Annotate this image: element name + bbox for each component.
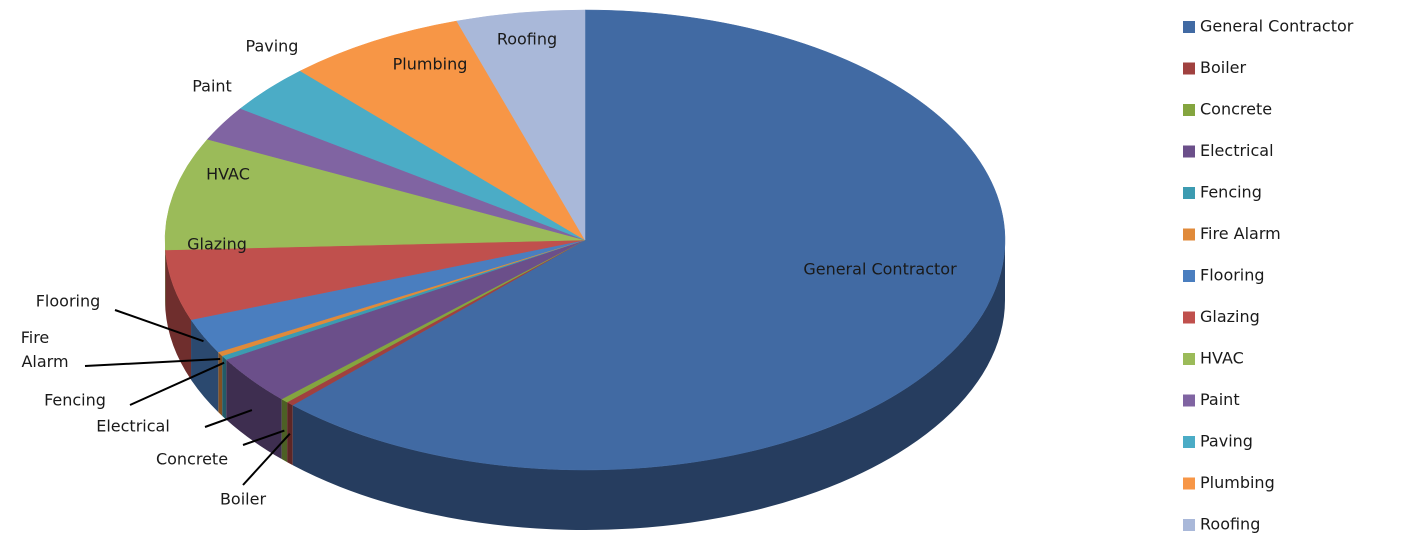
legend-swatch: [1183, 228, 1195, 241]
data-label: Roofing: [497, 30, 557, 49]
pie-slice: [299, 20, 586, 241]
pie-slice: [456, 9, 586, 241]
data-label: Fire Alarm: [21, 328, 69, 371]
leader-line: [204, 409, 253, 428]
data-label: Paint: [192, 77, 232, 96]
legend-swatch: [1183, 519, 1195, 531]
data-label: Flooring: [36, 292, 101, 311]
leader-line: [114, 309, 204, 343]
data-label-line: Alarm: [21, 352, 68, 371]
pie-slice-side: [292, 240, 1005, 530]
legend-label: Electrical: [1200, 141, 1274, 160]
legend-label: Concrete: [1200, 100, 1272, 119]
pie-slice-side: [218, 352, 223, 416]
legend-label: General Contractor: [1200, 17, 1354, 36]
data-label: Concrete: [156, 450, 228, 469]
leader-line: [242, 432, 291, 486]
data-label: Fencing: [44, 391, 106, 410]
data-label: HVAC: [206, 165, 250, 184]
pie-slice: [164, 139, 586, 251]
data-label-line: Fire: [21, 328, 50, 347]
leader-line: [129, 361, 225, 406]
legend-swatch: [1183, 187, 1195, 199]
legend-swatch: [1183, 477, 1195, 490]
data-label: Glazing: [187, 235, 247, 254]
legend-label: Plumbing: [1200, 473, 1275, 492]
legend-swatch: [1183, 104, 1195, 116]
legend-swatch: [1183, 21, 1195, 33]
pie-slice-side: [226, 359, 282, 460]
legend-swatch: [1183, 270, 1195, 282]
data-label: Paving: [246, 37, 299, 56]
legend-swatch: [1183, 311, 1195, 324]
legend-label: Fencing: [1200, 183, 1262, 202]
legend-label: HVAC: [1200, 349, 1244, 368]
legend-label: Roofing: [1200, 515, 1260, 534]
legend-swatch: [1183, 145, 1195, 158]
pie-slice-side: [222, 355, 227, 420]
legend-swatch: [1183, 62, 1195, 75]
data-label: Electrical: [96, 417, 170, 436]
leader-line: [84, 357, 221, 367]
data-label: General Contractor: [803, 260, 957, 279]
legend-label: Fire Alarm: [1200, 224, 1281, 243]
legend-label: Glazing: [1200, 307, 1260, 326]
legend-label: Flooring: [1200, 266, 1265, 285]
legend-swatch: [1183, 353, 1195, 365]
pie-slice-side: [287, 402, 293, 466]
data-label: Boiler: [220, 490, 267, 509]
legend-label: Boiler: [1200, 58, 1247, 77]
legend-swatch: [1183, 436, 1195, 448]
legend-label: Paving: [1200, 432, 1253, 451]
pie-slice-side: [191, 319, 219, 413]
leader-line: [242, 429, 285, 446]
pie-slice-side: [165, 249, 192, 380]
pie-slice-side: [281, 399, 288, 463]
pie-slice: [292, 9, 1006, 471]
data-label: Plumbing: [393, 55, 468, 74]
legend-swatch: [1183, 394, 1195, 407]
legend-label: Paint: [1200, 390, 1240, 409]
